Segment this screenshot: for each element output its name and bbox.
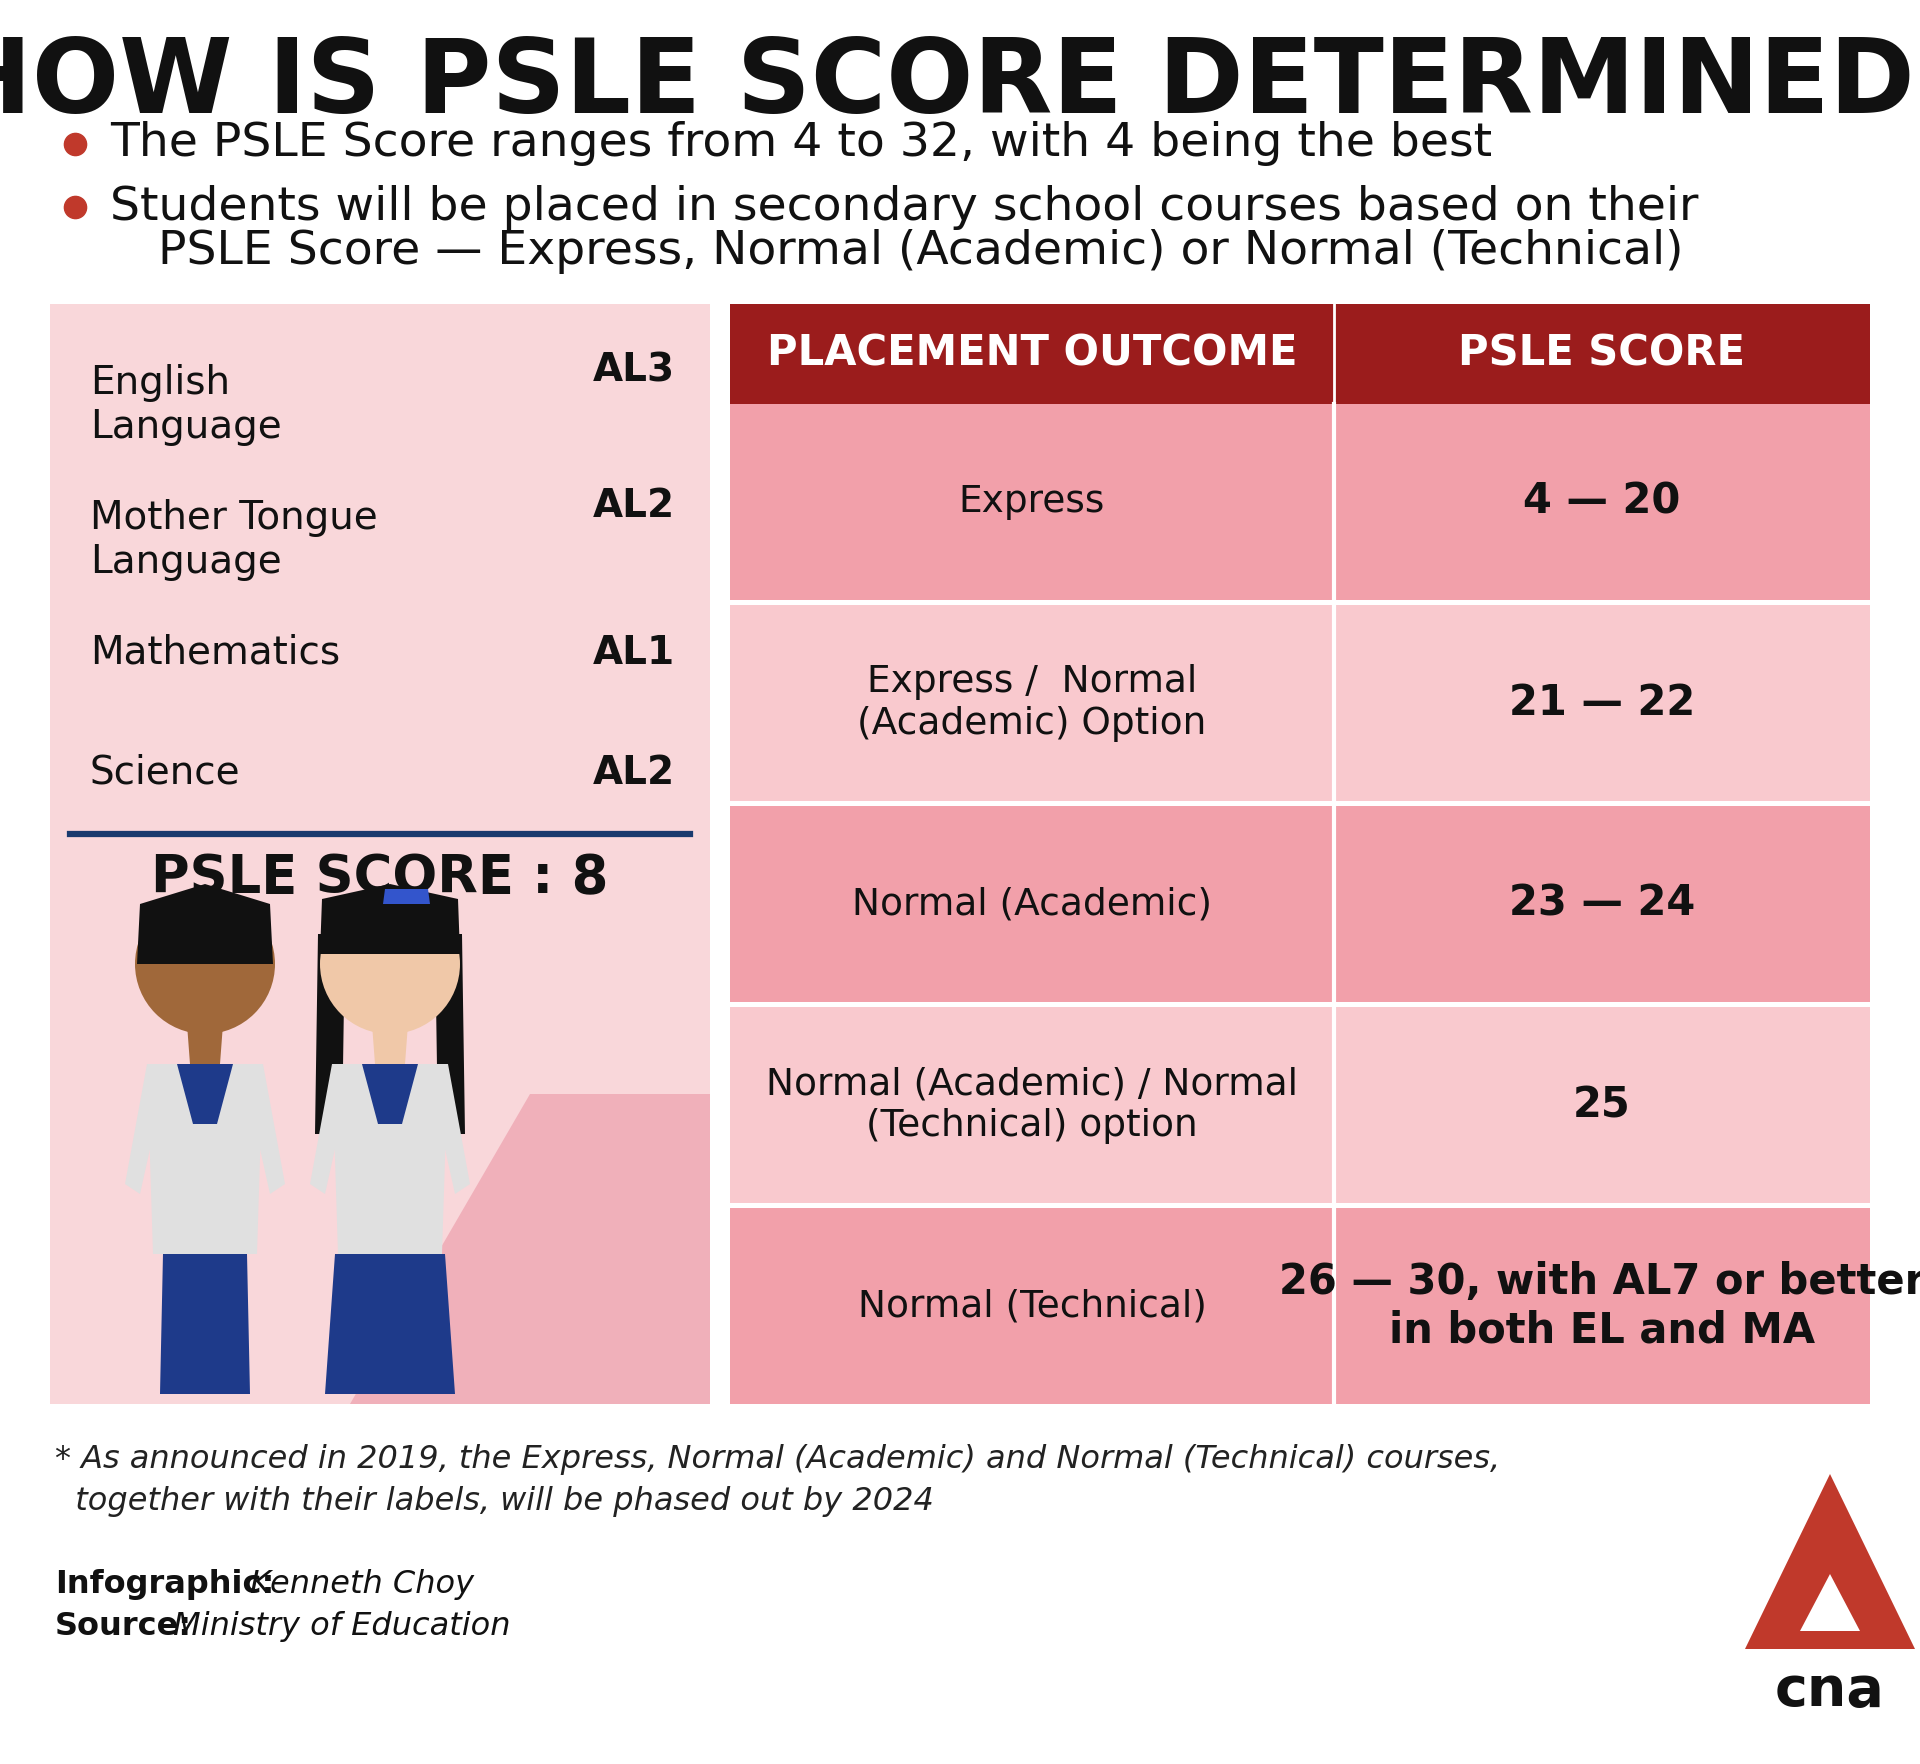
Text: together with their labels, will be phased out by 2024: together with their labels, will be phas… [56, 1485, 933, 1517]
FancyBboxPatch shape [730, 1208, 1870, 1404]
FancyBboxPatch shape [730, 404, 1870, 600]
Text: PLACEMENT OUTCOME: PLACEMENT OUTCOME [766, 333, 1298, 376]
Text: Students will be placed in secondary school courses based on their: Students will be placed in secondary sch… [109, 185, 1699, 229]
Polygon shape [125, 1064, 159, 1194]
Polygon shape [159, 1254, 250, 1394]
Text: Source:: Source: [56, 1611, 192, 1642]
Polygon shape [349, 1094, 710, 1404]
Text: Normal (Technical): Normal (Technical) [858, 1288, 1206, 1325]
Polygon shape [1745, 1475, 1914, 1649]
Polygon shape [436, 933, 465, 1134]
Text: PSLE SCORE: PSLE SCORE [1459, 333, 1745, 376]
FancyBboxPatch shape [730, 605, 1870, 801]
Text: * As announced in 2019, the Express, Normal (Academic) and Normal (Technical) co: * As announced in 2019, the Express, Nor… [56, 1445, 1500, 1475]
Polygon shape [363, 1064, 419, 1124]
Polygon shape [321, 884, 461, 954]
Text: Kenneth Choy: Kenneth Choy [240, 1568, 474, 1600]
Polygon shape [372, 1023, 407, 1064]
Text: 26 — 30, with AL7 or better
in both EL and MA: 26 — 30, with AL7 or better in both EL a… [1279, 1261, 1920, 1351]
Polygon shape [332, 1064, 447, 1254]
Polygon shape [315, 933, 346, 1134]
FancyBboxPatch shape [50, 303, 710, 1404]
Text: cna: cna [1776, 1663, 1885, 1718]
Text: 21 — 22: 21 — 22 [1509, 683, 1695, 723]
Polygon shape [250, 1064, 284, 1194]
Text: 4 — 20: 4 — 20 [1523, 482, 1680, 522]
Polygon shape [382, 889, 430, 903]
FancyBboxPatch shape [730, 1007, 1870, 1203]
Text: 25: 25 [1572, 1085, 1630, 1125]
Text: AL2: AL2 [593, 753, 676, 792]
Text: PSLE Score — Express, Normal (Academic) or Normal (Technical): PSLE Score — Express, Normal (Academic) … [157, 229, 1684, 273]
Polygon shape [177, 1064, 232, 1124]
Text: Express /  Normal
(Academic) Option: Express / Normal (Academic) Option [858, 665, 1206, 743]
Polygon shape [136, 884, 273, 963]
Polygon shape [436, 1064, 470, 1194]
Text: AL3: AL3 [593, 353, 676, 390]
Text: HOW IS PSLE SCORE DETERMINED?: HOW IS PSLE SCORE DETERMINED? [0, 34, 1920, 136]
Polygon shape [324, 1254, 455, 1394]
Circle shape [134, 894, 275, 1034]
Text: Mathematics: Mathematics [90, 633, 340, 672]
FancyBboxPatch shape [730, 806, 1870, 1002]
Text: PSLE SCORE : 8: PSLE SCORE : 8 [152, 852, 609, 903]
Text: Normal (Academic) / Normal
(Technical) option: Normal (Academic) / Normal (Technical) o… [766, 1065, 1298, 1143]
Text: The PSLE Score ranges from 4 to 32, with 4 being the best: The PSLE Score ranges from 4 to 32, with… [109, 122, 1492, 166]
Polygon shape [186, 1023, 223, 1064]
Polygon shape [309, 1064, 346, 1194]
Circle shape [321, 894, 461, 1034]
Text: Normal (Academic): Normal (Academic) [852, 886, 1212, 923]
Text: Mother Tongue
Language: Mother Tongue Language [90, 499, 378, 580]
Text: Ministry of Education: Ministry of Education [163, 1611, 511, 1642]
Polygon shape [148, 1064, 263, 1254]
Text: Science: Science [90, 753, 240, 792]
Text: English
Language: English Language [90, 363, 282, 446]
FancyBboxPatch shape [730, 303, 1870, 404]
Text: Express: Express [958, 483, 1106, 520]
Text: Infographic:: Infographic: [56, 1568, 275, 1600]
Polygon shape [1801, 1573, 1860, 1632]
Text: AL2: AL2 [593, 487, 676, 526]
Text: AL1: AL1 [593, 633, 676, 672]
Text: 23 — 24: 23 — 24 [1509, 884, 1695, 924]
